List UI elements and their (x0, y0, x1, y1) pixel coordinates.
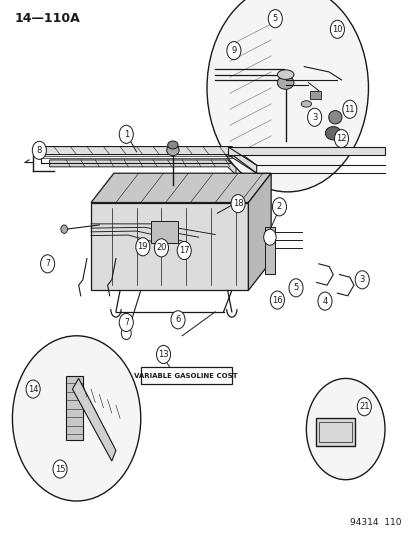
Bar (310, 91, 320, 99)
Text: 7: 7 (123, 318, 128, 327)
Text: 20: 20 (156, 244, 166, 252)
Text: 15: 15 (55, 465, 65, 473)
Text: 3: 3 (311, 113, 316, 122)
Circle shape (154, 239, 168, 257)
Text: 21: 21 (358, 402, 369, 411)
Circle shape (177, 241, 191, 260)
Circle shape (40, 255, 55, 273)
Polygon shape (248, 173, 271, 290)
Ellipse shape (300, 101, 311, 107)
Circle shape (306, 378, 384, 480)
Polygon shape (50, 160, 235, 175)
FancyBboxPatch shape (140, 367, 231, 384)
Circle shape (119, 125, 133, 143)
Text: 3: 3 (359, 276, 364, 284)
Circle shape (53, 460, 67, 478)
Circle shape (171, 311, 185, 329)
Ellipse shape (277, 76, 293, 90)
Circle shape (270, 291, 284, 309)
Circle shape (226, 42, 240, 60)
Bar (151, 221, 178, 243)
Circle shape (268, 10, 282, 28)
Circle shape (119, 313, 133, 332)
Circle shape (156, 345, 170, 364)
Text: 19: 19 (137, 243, 148, 251)
Circle shape (317, 292, 331, 310)
Circle shape (12, 336, 140, 501)
Text: 18: 18 (232, 199, 243, 208)
Text: 8: 8 (37, 146, 42, 155)
Polygon shape (91, 173, 271, 203)
Text: 94314  110: 94314 110 (349, 518, 401, 527)
Circle shape (288, 279, 302, 297)
Polygon shape (72, 378, 116, 461)
Text: 4: 4 (322, 297, 327, 305)
Text: 6: 6 (175, 316, 180, 324)
Text: 5: 5 (293, 284, 298, 292)
Circle shape (26, 380, 40, 398)
Text: 12: 12 (335, 134, 346, 143)
Text: 9: 9 (231, 46, 236, 55)
Circle shape (342, 100, 356, 118)
Circle shape (307, 108, 321, 126)
Bar (264, 227, 275, 274)
Circle shape (334, 130, 348, 148)
Text: 5: 5 (272, 14, 277, 23)
Text: 2: 2 (276, 203, 281, 211)
Text: 17: 17 (178, 246, 189, 255)
Ellipse shape (328, 111, 341, 124)
Circle shape (272, 198, 286, 216)
Text: 11: 11 (344, 105, 354, 114)
Circle shape (121, 327, 131, 340)
Circle shape (354, 271, 368, 289)
Circle shape (230, 195, 244, 213)
Text: 14—110A: 14—110A (14, 12, 80, 25)
Text: 16: 16 (271, 296, 282, 304)
Circle shape (61, 225, 67, 233)
Polygon shape (41, 147, 256, 173)
Bar (91, 203, 248, 290)
Circle shape (206, 0, 368, 192)
Polygon shape (66, 376, 83, 440)
Circle shape (330, 20, 344, 38)
Text: 13: 13 (158, 350, 169, 359)
Bar (315, 418, 354, 446)
Bar (318, 422, 351, 442)
Ellipse shape (325, 126, 340, 140)
Text: 10: 10 (331, 25, 342, 34)
Circle shape (356, 398, 370, 416)
Ellipse shape (167, 141, 178, 149)
Circle shape (263, 229, 275, 245)
Circle shape (135, 238, 150, 256)
Polygon shape (227, 147, 384, 155)
Text: VARIABLE GASOLINE COST: VARIABLE GASOLINE COST (134, 373, 237, 379)
Text: 1: 1 (123, 130, 128, 139)
Ellipse shape (277, 70, 293, 79)
Circle shape (32, 141, 46, 159)
Text: 14: 14 (28, 385, 38, 393)
Text: 7: 7 (45, 260, 50, 268)
Ellipse shape (166, 145, 179, 156)
